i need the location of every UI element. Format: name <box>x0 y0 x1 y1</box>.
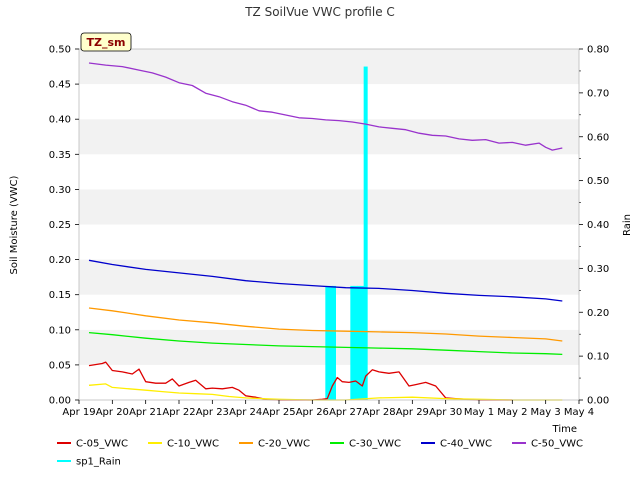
x-tick-label: Apr 23 <box>196 407 229 418</box>
x-tick-label: May 2 <box>497 407 527 418</box>
legend-label-c-10-vwc: C-10_VWC <box>167 439 219 450</box>
station-badge: TZ_sm <box>80 32 132 52</box>
legend: C-05_VWC C-10_VWC C-20_VWC C-30_VWC C-40_VWC… <box>57 439 583 468</box>
series-c-40-vwc-line <box>88 259 563 302</box>
y-tick-label: 0.30 <box>49 185 71 196</box>
series-sp1-rain-bar <box>325 285 330 400</box>
background-band <box>79 189 579 225</box>
background-band <box>79 154 579 190</box>
y-tick-label: 0.10 <box>49 325 71 336</box>
series-c-10-vwc-line <box>88 383 563 401</box>
x-tick-label: May 1 <box>464 407 494 418</box>
y2-tick-label: 0.80 <box>587 45 609 56</box>
series-sp1-rain-bar <box>350 285 355 400</box>
background-band <box>79 84 579 120</box>
legend-label-c-30-vwc: C-30_VWC <box>349 439 401 450</box>
y-tick-label: 0.05 <box>49 360 71 371</box>
y-tick-label: 0.00 <box>49 396 71 407</box>
series-sp1-rain-bar <box>360 285 365 400</box>
x-tick-label: Apr 27 <box>329 407 362 418</box>
x-tick-label: Apr 25 <box>262 407 295 418</box>
y2-axis-label: Rain <box>622 214 633 236</box>
series-sp1-rain-bar <box>332 285 336 400</box>
series-layer <box>88 62 563 401</box>
legend-label-c-50-vwc: C-50_VWC <box>531 439 583 450</box>
x-tick-label: Apr 20 <box>96 407 129 418</box>
legend-label-c-05-vwc: C-05_VWC <box>76 439 128 450</box>
x-tick-label: Apr 28 <box>362 407 395 418</box>
y-tick-label: 0.35 <box>49 150 71 161</box>
background-band <box>79 119 579 155</box>
y-tick-label: 0.15 <box>49 290 71 301</box>
y2-tick-label: 0.30 <box>587 264 609 275</box>
y2-tick-label: 0.10 <box>587 352 609 363</box>
background-band <box>79 224 579 260</box>
y2-tick-label: 0.40 <box>587 220 609 231</box>
station-badge-box <box>80 32 132 52</box>
x-axis: Apr 19 Apr 20 Apr 21 Apr 22 Apr 23 Apr 24 Apr … <box>62 400 594 418</box>
x-tick-label: Apr 21 <box>129 407 162 418</box>
series-c-20-vwc-line <box>88 307 563 342</box>
legend-label-sp1-rain: sp1_Rain <box>76 457 121 468</box>
background-band <box>79 49 579 85</box>
y2-tick-label: 0.50 <box>587 176 609 187</box>
x-tick-label: May 3 <box>531 407 561 418</box>
series-sp1-rain-bar <box>357 285 361 400</box>
background-bands <box>79 49 579 400</box>
y-axis: 0.00 0.05 0.10 0.15 0.20 0.25 0.30 0.35 0.40 0.45… <box>49 45 79 407</box>
x-tick-label: May 4 <box>564 407 594 418</box>
y-tick-label: 0.40 <box>49 115 71 126</box>
x-tick-label: Apr 19 <box>62 407 95 418</box>
chart-title: TZ SoilVue VWC profile C <box>244 5 395 19</box>
series-sp1-rain-bar <box>328 285 333 400</box>
x-tick-label: Apr 22 <box>162 407 195 418</box>
legend-label-c-20-vwc: C-20_VWC <box>258 439 310 450</box>
y-tick-label: 0.25 <box>49 220 71 231</box>
series-sp1-rain-bar <box>353 285 358 400</box>
x-tick-label: Apr 30 <box>429 407 462 418</box>
y2-tick-label: 0.70 <box>587 88 609 99</box>
y2-tick-label: 0.00 <box>587 396 609 407</box>
y-tick-label: 0.20 <box>49 255 71 266</box>
y2-tick-label: 0.20 <box>587 308 609 319</box>
series-c-50-vwc-line <box>88 62 563 151</box>
x-tick-label: Apr 26 <box>296 407 329 418</box>
x-tick-label: Apr 29 <box>396 407 429 418</box>
y-axis-label: Soil Moisture (VWC) <box>9 175 20 274</box>
x-axis-label: Time <box>552 424 577 435</box>
legend-label-c-40-vwc: C-40_VWC <box>440 439 492 450</box>
y-tick-label: 0.50 <box>49 45 71 56</box>
station-badge-text: TZ_sm <box>87 36 126 49</box>
y2-tick-label: 0.60 <box>587 132 609 143</box>
x-tick-label: Apr 24 <box>229 407 262 418</box>
series-sp1-rain-bar <box>363 66 368 401</box>
y2-axis: 0.00 0.10 0.20 0.30 0.40 0.50 0.60 0.70 0.80 <box>579 45 609 407</box>
series-c-30-vwc-line <box>88 331 563 356</box>
y-tick-label: 0.45 <box>49 80 71 91</box>
